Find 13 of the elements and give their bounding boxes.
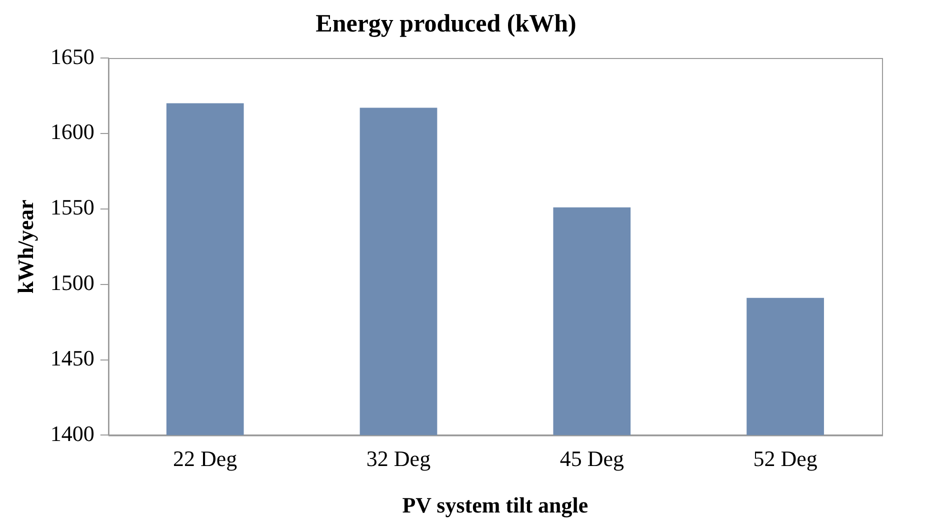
y-tick-label: 1500 (50, 270, 94, 296)
chart-title: Energy produced (kWh) (316, 10, 576, 38)
y-tick-label: 1600 (50, 119, 94, 144)
y-axis-title: kWh/year (12, 199, 38, 294)
y-tick-label: 1400 (50, 420, 94, 446)
x-tick-label: 45 Deg (560, 446, 624, 472)
x-axis-title: PV system tilt angle (402, 492, 588, 518)
y-tick-label: 1550 (50, 194, 94, 220)
y-tick-label: 1450 (50, 346, 94, 371)
x-tick-label: 52 Deg (753, 446, 818, 472)
x-tick-label: 22 Deg (173, 446, 238, 472)
y-tick-label: 1650 (50, 44, 94, 69)
x-tick-label: 32 Deg (366, 446, 431, 472)
